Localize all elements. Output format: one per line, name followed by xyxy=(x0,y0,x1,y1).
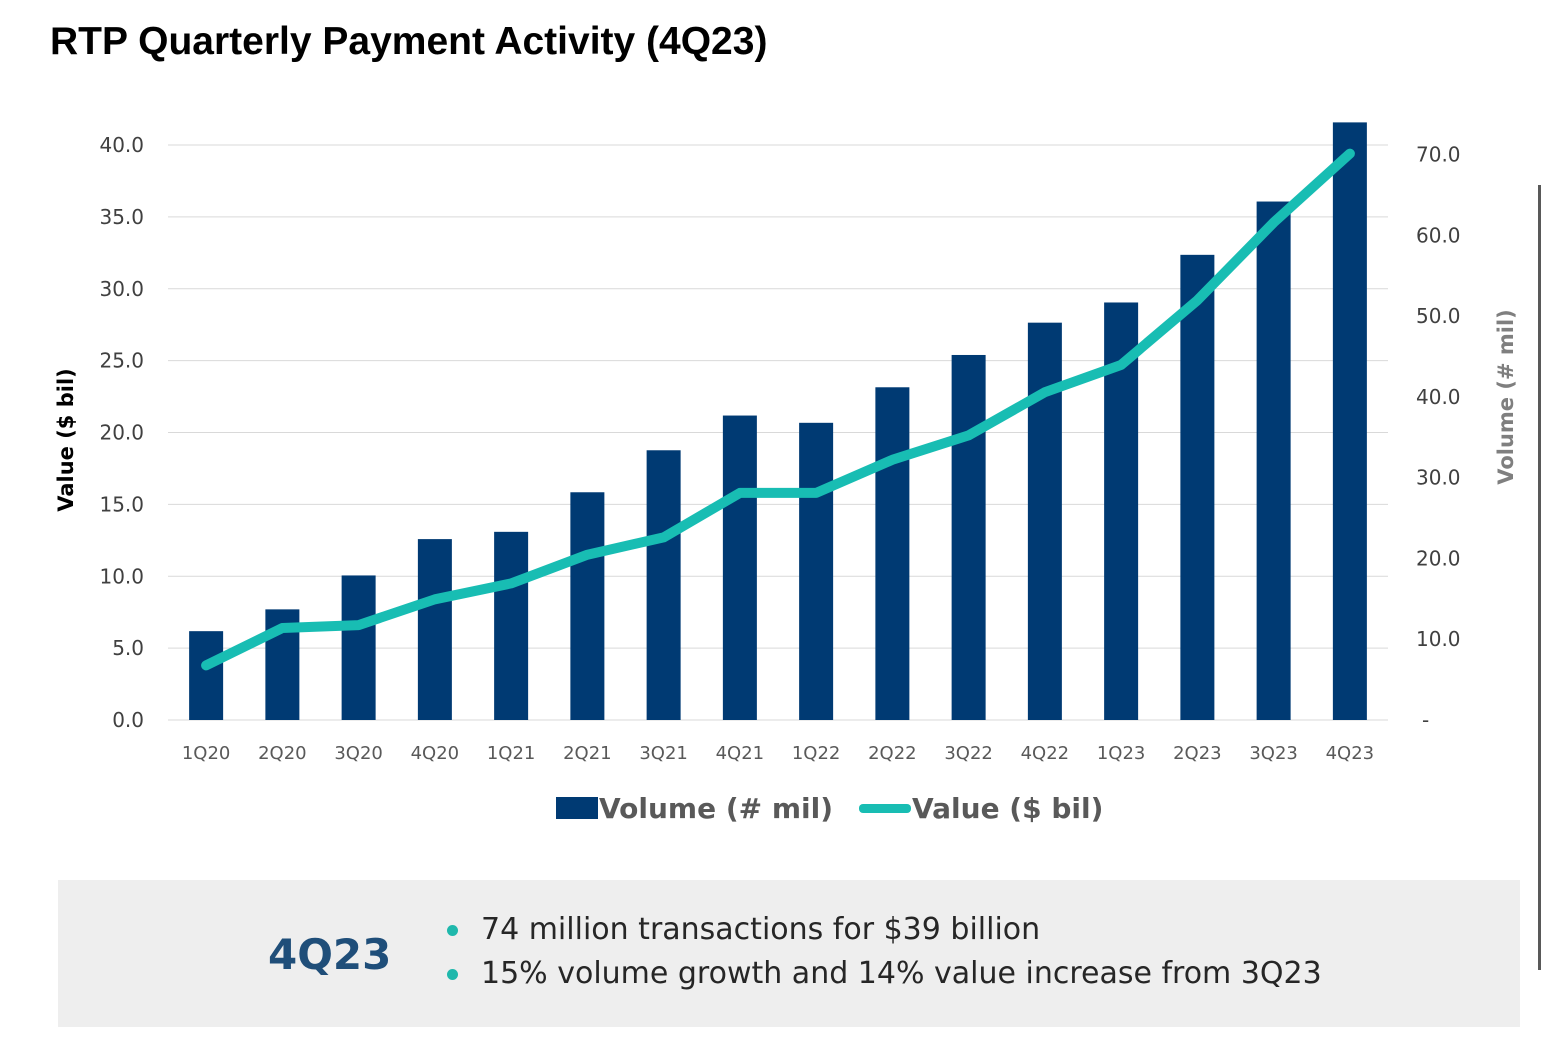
category-tick-label: 3Q22 xyxy=(944,743,993,764)
category-tick-label: 1Q22 xyxy=(792,743,841,764)
volume-bar xyxy=(951,354,986,720)
summary-bullets: 74 million transactions for $39 billion … xyxy=(445,908,1322,996)
right-axis-tick-label: - xyxy=(1422,708,1429,732)
left-axis-tick-label: 20.0 xyxy=(99,421,144,445)
summary-quarter-label: 4Q23 xyxy=(268,930,392,979)
category-tick-label: 2Q21 xyxy=(563,743,612,764)
volume-bar xyxy=(646,450,681,720)
chart: 0.0 5.0 10.0 15.0 20.0 25.0 30.0 35.0 40.0 - 10.0… xyxy=(54,122,1518,825)
volume-bar xyxy=(799,422,834,720)
volume-bar xyxy=(1256,201,1291,721)
volume-bar xyxy=(417,539,452,720)
volume-bar xyxy=(189,631,224,720)
right-axis-tick-label: 40.0 xyxy=(1416,385,1461,409)
volume-bar xyxy=(1332,122,1367,721)
volume-bar xyxy=(341,575,376,720)
volume-bar xyxy=(570,492,605,720)
category-tick-label: 4Q20 xyxy=(411,743,460,764)
summary-bullet-text: 74 million transactions for $39 billion xyxy=(481,912,1041,947)
legend-swatch-volume xyxy=(556,797,598,819)
right-axis-tick-label: 20.0 xyxy=(1416,546,1461,570)
category-tick-label: 3Q21 xyxy=(639,743,688,764)
value-line-path xyxy=(201,148,1355,671)
right-axis-tick-label: 60.0 xyxy=(1416,223,1461,247)
legend: Volume (# mil) Value ($ bil) xyxy=(556,792,1103,825)
left-axis-tick-label: 10.0 xyxy=(99,564,144,588)
category-tick-label: 2Q20 xyxy=(258,743,307,764)
category-tick-label: 4Q23 xyxy=(1326,743,1375,764)
legend-swatch-value xyxy=(859,804,911,813)
left-axis-tick-label: 15.0 xyxy=(99,492,144,516)
summary-bullet-text: 15% volume growth and 14% value increase… xyxy=(481,956,1322,991)
left-axis-tick-label: 0.0 xyxy=(112,708,144,732)
right-axis-tick-label: 50.0 xyxy=(1416,304,1461,328)
category-tick-label: 2Q23 xyxy=(1173,743,1222,764)
value-line xyxy=(201,148,1355,671)
left-axis-title: Value ($ bil) xyxy=(54,368,78,512)
left-axis-tick-label: 40.0 xyxy=(99,133,144,157)
left-axis-tick-label: 25.0 xyxy=(99,349,144,373)
right-axis-tick-label: 30.0 xyxy=(1416,466,1461,490)
summary-bullet-item: 74 million transactions for $39 billion xyxy=(445,908,1322,952)
right-edge-divider xyxy=(1538,185,1541,970)
category-tick-label: 1Q20 xyxy=(182,743,231,764)
legend-label-value: Value ($ bil) xyxy=(912,792,1103,825)
summary-panel xyxy=(58,880,1520,1027)
left-axis-tick-label: 5.0 xyxy=(112,636,144,660)
right-axis-ticks: - 10.0 20.0 30.0 40.0 50.0 60.0 70.0 xyxy=(1416,143,1461,732)
legend-label-volume: Volume (# mil) xyxy=(599,792,833,825)
category-tick-label: 2Q22 xyxy=(868,743,917,764)
volume-bar xyxy=(722,415,757,720)
summary-bullet-item: 15% volume growth and 14% value increase… xyxy=(445,952,1322,996)
bullet-dot-icon xyxy=(447,969,458,980)
category-tick-label: 1Q21 xyxy=(487,743,536,764)
left-axis-tick-label: 30.0 xyxy=(99,277,144,301)
category-tick-label: 3Q20 xyxy=(334,743,383,764)
category-tick-label: 1Q23 xyxy=(1097,743,1146,764)
left-axis-tick-label: 35.0 xyxy=(99,205,144,229)
volume-bar xyxy=(1180,254,1215,720)
volume-bar xyxy=(1027,322,1062,720)
volume-bars xyxy=(189,122,1367,721)
bullet-dot-icon xyxy=(447,925,458,936)
right-axis-tick-label: 10.0 xyxy=(1416,627,1461,651)
category-tick-label: 4Q21 xyxy=(716,743,765,764)
volume-bar xyxy=(494,531,529,720)
page-title: RTP Quarterly Payment Activity (4Q23) xyxy=(50,20,768,63)
volume-bar xyxy=(875,387,910,720)
right-axis-tick-label: 70.0 xyxy=(1416,143,1461,167)
left-axis-ticks: 0.0 5.0 10.0 15.0 20.0 25.0 30.0 35.0 40.0 xyxy=(99,133,144,732)
category-tick-label: 4Q22 xyxy=(1021,743,1070,764)
category-tick-label: 3Q23 xyxy=(1249,743,1298,764)
right-axis-title: Volume (# mil) xyxy=(1494,309,1518,485)
category-axis-ticks: 1Q20 2Q20 3Q20 4Q20 1Q21 2Q21 3Q21 4Q21 1Q22 2Q22… xyxy=(182,743,1374,764)
